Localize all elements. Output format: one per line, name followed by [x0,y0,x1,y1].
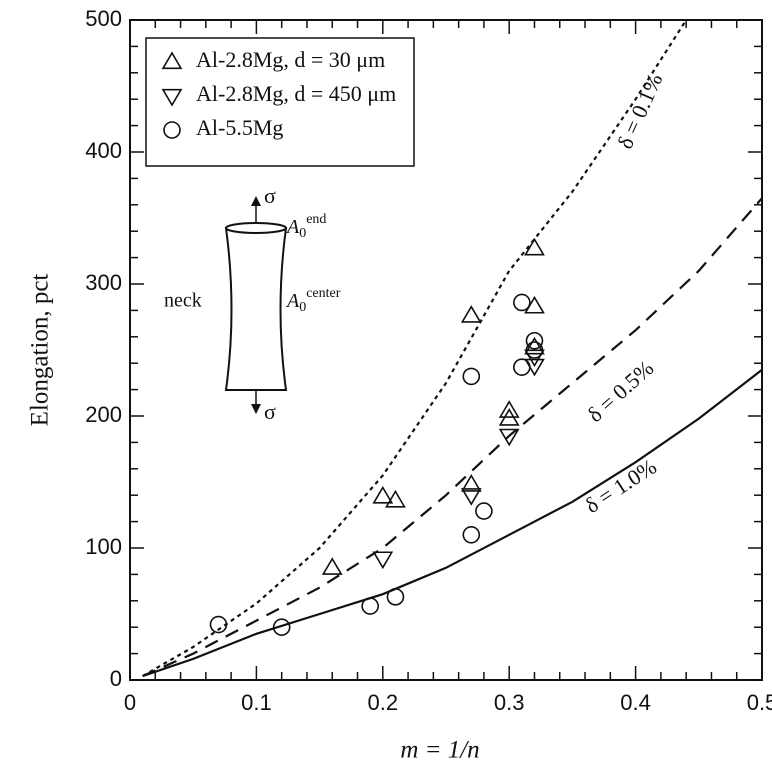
point [524,237,545,256]
point [524,349,545,368]
point [372,551,394,570]
point [460,488,482,506]
point [524,336,545,355]
curve-label: δ = 1.0% [580,454,660,518]
point [513,358,531,376]
x-tick-label: 0.1 [241,690,272,715]
specimen-outline [224,227,288,391]
area-center-label: A0center [285,286,341,315]
point [524,295,545,314]
point [462,367,481,386]
y-tick-label: 300 [85,270,122,295]
point [498,428,520,447]
curve [142,197,763,678]
arrow-head [251,404,261,414]
legend-label: Al-2.8Mg, d = 30 μm [196,47,385,72]
area-end-label: A0end [285,212,326,241]
x-tick-label: 0.4 [620,690,651,715]
y-tick-label: 500 [85,6,122,31]
legend-label: Al-2.8Mg, d = 450 μm [196,81,396,106]
plot-frame [129,19,763,681]
x-tick-label: 0.3 [494,690,525,715]
specimen-diagram: σ σ neck A0end A0center [164,183,341,424]
point [525,341,544,359]
curve [142,19,688,677]
curve-label: δ = 0.5% [582,355,658,427]
sigma-label: σ [264,183,276,208]
x-tick-label: 0.2 [368,690,399,715]
x-tick-label: 0.5 [747,690,772,715]
legend-label: Al-5.5Mg [196,115,283,140]
legend-marker [161,51,183,70]
y-tick-label: 200 [85,402,122,427]
point [460,305,482,323]
x-tick-label: 0 [124,690,136,715]
point [460,474,482,492]
y-tick-label: 0 [110,666,122,691]
legend-marker [161,88,183,107]
point [475,502,493,520]
arrow-head [251,196,261,206]
sigma-label: σ [264,399,276,424]
y-tick-label: 100 [85,534,122,559]
legend-box [145,37,415,167]
legend-marker [163,121,181,139]
point [272,618,291,637]
point [513,293,531,312]
y-tick-label: 400 [85,138,122,163]
point [462,525,481,544]
point [525,331,544,350]
point [498,408,520,426]
neck-label: neck [164,290,202,312]
curve [142,368,763,678]
point [385,489,406,508]
y-axis-label: Elongation, pct [27,274,54,427]
point [498,400,520,418]
point [372,485,394,504]
curve-label: δ = 0.1% [612,70,667,153]
specimen-top [225,222,287,234]
point [321,557,343,575]
x-axis-label: m = 1/n [400,737,479,764]
